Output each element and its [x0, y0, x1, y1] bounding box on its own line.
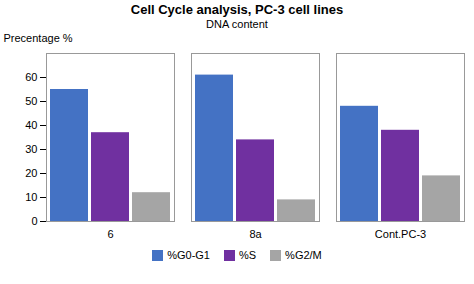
- svg-text:30: 30: [25, 143, 37, 155]
- svg-text:6: 6: [107, 228, 113, 240]
- svg-text:Precentage %: Precentage %: [4, 32, 73, 44]
- html-text:%G0-G1: %G0-G1: [167, 249, 210, 261]
- svg-text:0: 0: [31, 215, 37, 227]
- svg-text:60: 60: [25, 71, 37, 83]
- html-text:%G2/M: %G2/M: [285, 249, 322, 261]
- svg-text:40: 40: [25, 119, 37, 131]
- html-text:DNA content: DNA content: [206, 18, 268, 30]
- html-text:Cell Cycle analysis, PC-3 cell: Cell Cycle analysis, PC-3 cell lines: [130, 2, 344, 17]
- svg-text:20: 20: [25, 167, 37, 179]
- svg-text:Cont.PC-3: Cont.PC-3: [375, 228, 426, 240]
- svg-text:50: 50: [25, 95, 37, 107]
- svg-text:8a: 8a: [249, 228, 262, 240]
- svg-text:10: 10: [25, 191, 37, 203]
- html-text:%S: %S: [239, 249, 257, 261]
